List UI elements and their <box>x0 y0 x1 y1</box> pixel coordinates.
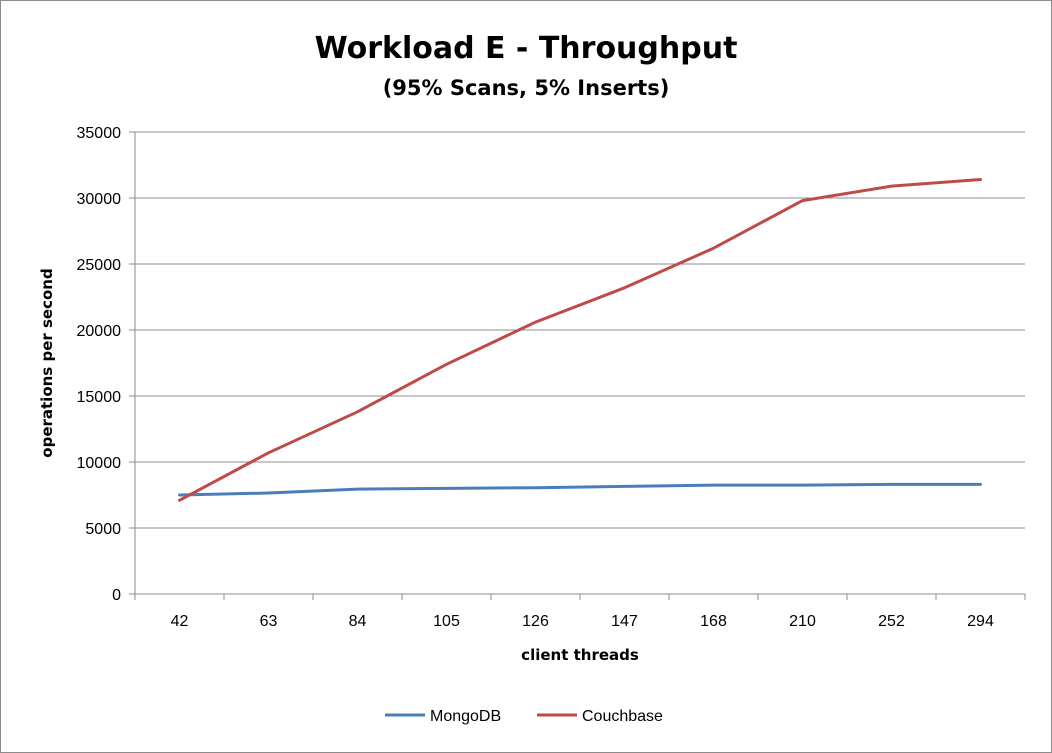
gridlines <box>135 131 1025 529</box>
x-tick-label: 84 <box>349 613 367 630</box>
y-tick-label: 30000 <box>77 191 122 208</box>
axes: 0 5000 10000 15000 20000 25000 30000 35000 42 63 8… <box>77 125 1026 630</box>
chart-title: Workload E - Throughput <box>315 31 738 66</box>
chart-subtitle: (95% Scans, 5% Inserts) <box>383 76 670 100</box>
y-tick-label: 20000 <box>77 323 122 340</box>
x-tick-label: 168 <box>700 613 727 630</box>
x-tick-label: 126 <box>522 613 549 630</box>
legend: MongoDB Couchbase <box>385 708 663 725</box>
series-lines <box>178 178 982 502</box>
y-tick-label: 25000 <box>77 257 122 274</box>
legend-label-mongodb: MongoDB <box>430 708 501 725</box>
x-tick-label: 105 <box>433 613 460 630</box>
y-axis-label: operations per second <box>38 268 56 457</box>
x-tick-label: 294 <box>967 613 994 630</box>
x-tick-label: 147 <box>611 613 638 630</box>
x-tick-label: 63 <box>260 613 278 630</box>
y-tick-label: 5000 <box>85 521 121 538</box>
series-line-mongodb <box>178 482 982 497</box>
x-tick-label: 42 <box>171 613 189 630</box>
x-axis-label: client threads <box>521 646 639 664</box>
x-tick-label: 252 <box>878 613 905 630</box>
y-tick-label: 15000 <box>77 389 122 406</box>
y-tick-label: 10000 <box>77 455 122 472</box>
series-line-couchbase <box>178 178 982 502</box>
y-tick-label: 35000 <box>77 125 122 142</box>
x-tick-label: 210 <box>789 613 816 630</box>
y-tick-label: 0 <box>112 587 121 604</box>
legend-label-couchbase: Couchbase <box>582 708 663 725</box>
